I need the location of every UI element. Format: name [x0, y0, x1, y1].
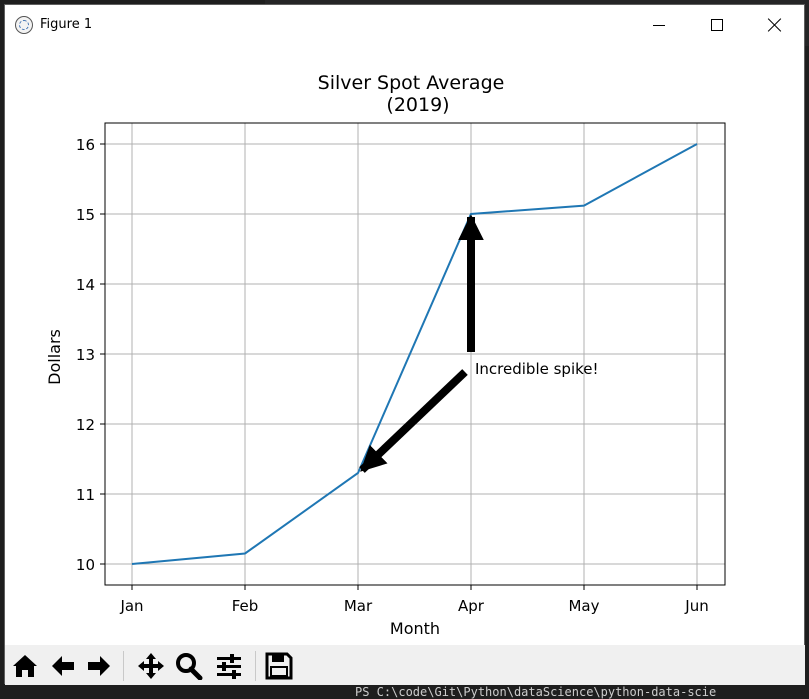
- matplotlib-app-icon: [15, 16, 33, 34]
- home-button[interactable]: [9, 650, 41, 682]
- configure-subplots-button[interactable]: [213, 650, 245, 682]
- y-tick-label: 13: [76, 346, 95, 364]
- save-button[interactable]: [263, 650, 295, 682]
- y-axis-label: Dollars: [45, 329, 64, 385]
- x-tick-label: Apr: [458, 597, 485, 615]
- zoom-button[interactable]: [173, 650, 205, 682]
- line-chart: Silver Spot Average (2019) Incredible sp…: [5, 45, 805, 645]
- annotation-layer: Incredible spike!: [362, 217, 599, 470]
- x-axis-label: Month: [390, 619, 440, 638]
- x-tick-label: Mar: [344, 597, 373, 615]
- minimize-icon: [653, 25, 665, 26]
- toolbar-separator: [255, 651, 256, 681]
- close-button[interactable]: [746, 5, 804, 45]
- close-icon: [768, 18, 782, 32]
- y-tick-label: 12: [76, 416, 95, 434]
- forward-arrow-icon: [86, 653, 112, 679]
- chart-subtitle: (2019): [386, 94, 449, 116]
- pan-move-icon: [137, 652, 165, 680]
- maximize-button[interactable]: [688, 5, 746, 45]
- window-title: Figure 1: [40, 17, 92, 32]
- y-tick-label: 14: [76, 276, 95, 294]
- x-tick-label: Jun: [684, 597, 708, 615]
- zoom-magnifier-icon: [175, 652, 203, 680]
- annotation-text: Incredible spike!: [475, 360, 599, 378]
- chart-title: Silver Spot Average: [318, 72, 505, 94]
- home-icon: [12, 653, 38, 679]
- maximize-icon: [711, 19, 723, 31]
- figure-window: Figure 1 Silver Spot Average (2019) Incr…: [4, 4, 805, 684]
- toolbar-separator: [123, 651, 124, 681]
- y-tick-label: 15: [76, 206, 95, 224]
- x-tick-label: Feb: [232, 597, 259, 615]
- grid: [105, 123, 725, 585]
- figure-canvas[interactable]: Silver Spot Average (2019) Incredible sp…: [5, 45, 805, 645]
- forward-button[interactable]: [83, 650, 115, 682]
- back-button[interactable]: [47, 650, 79, 682]
- window-titlebar[interactable]: Figure 1: [5, 5, 804, 45]
- tick-layer: Jan Feb Mar Apr May Jun 10 11 12 13 14 15 16: [76, 136, 709, 615]
- y-tick-label: 10: [76, 556, 95, 574]
- x-tick-label: May: [568, 597, 599, 615]
- back-arrow-icon: [50, 653, 76, 679]
- minimize-button[interactable]: [630, 5, 688, 45]
- navigation-toolbar: [5, 645, 805, 685]
- subplots-config-icon: [215, 652, 243, 680]
- y-tick-label: 11: [76, 486, 95, 504]
- y-tick-label: 16: [76, 136, 95, 154]
- save-floppy-icon: [265, 652, 293, 680]
- pan-button[interactable]: [135, 650, 167, 682]
- annotation-arrow: [362, 372, 465, 470]
- x-tick-label: Jan: [119, 597, 143, 615]
